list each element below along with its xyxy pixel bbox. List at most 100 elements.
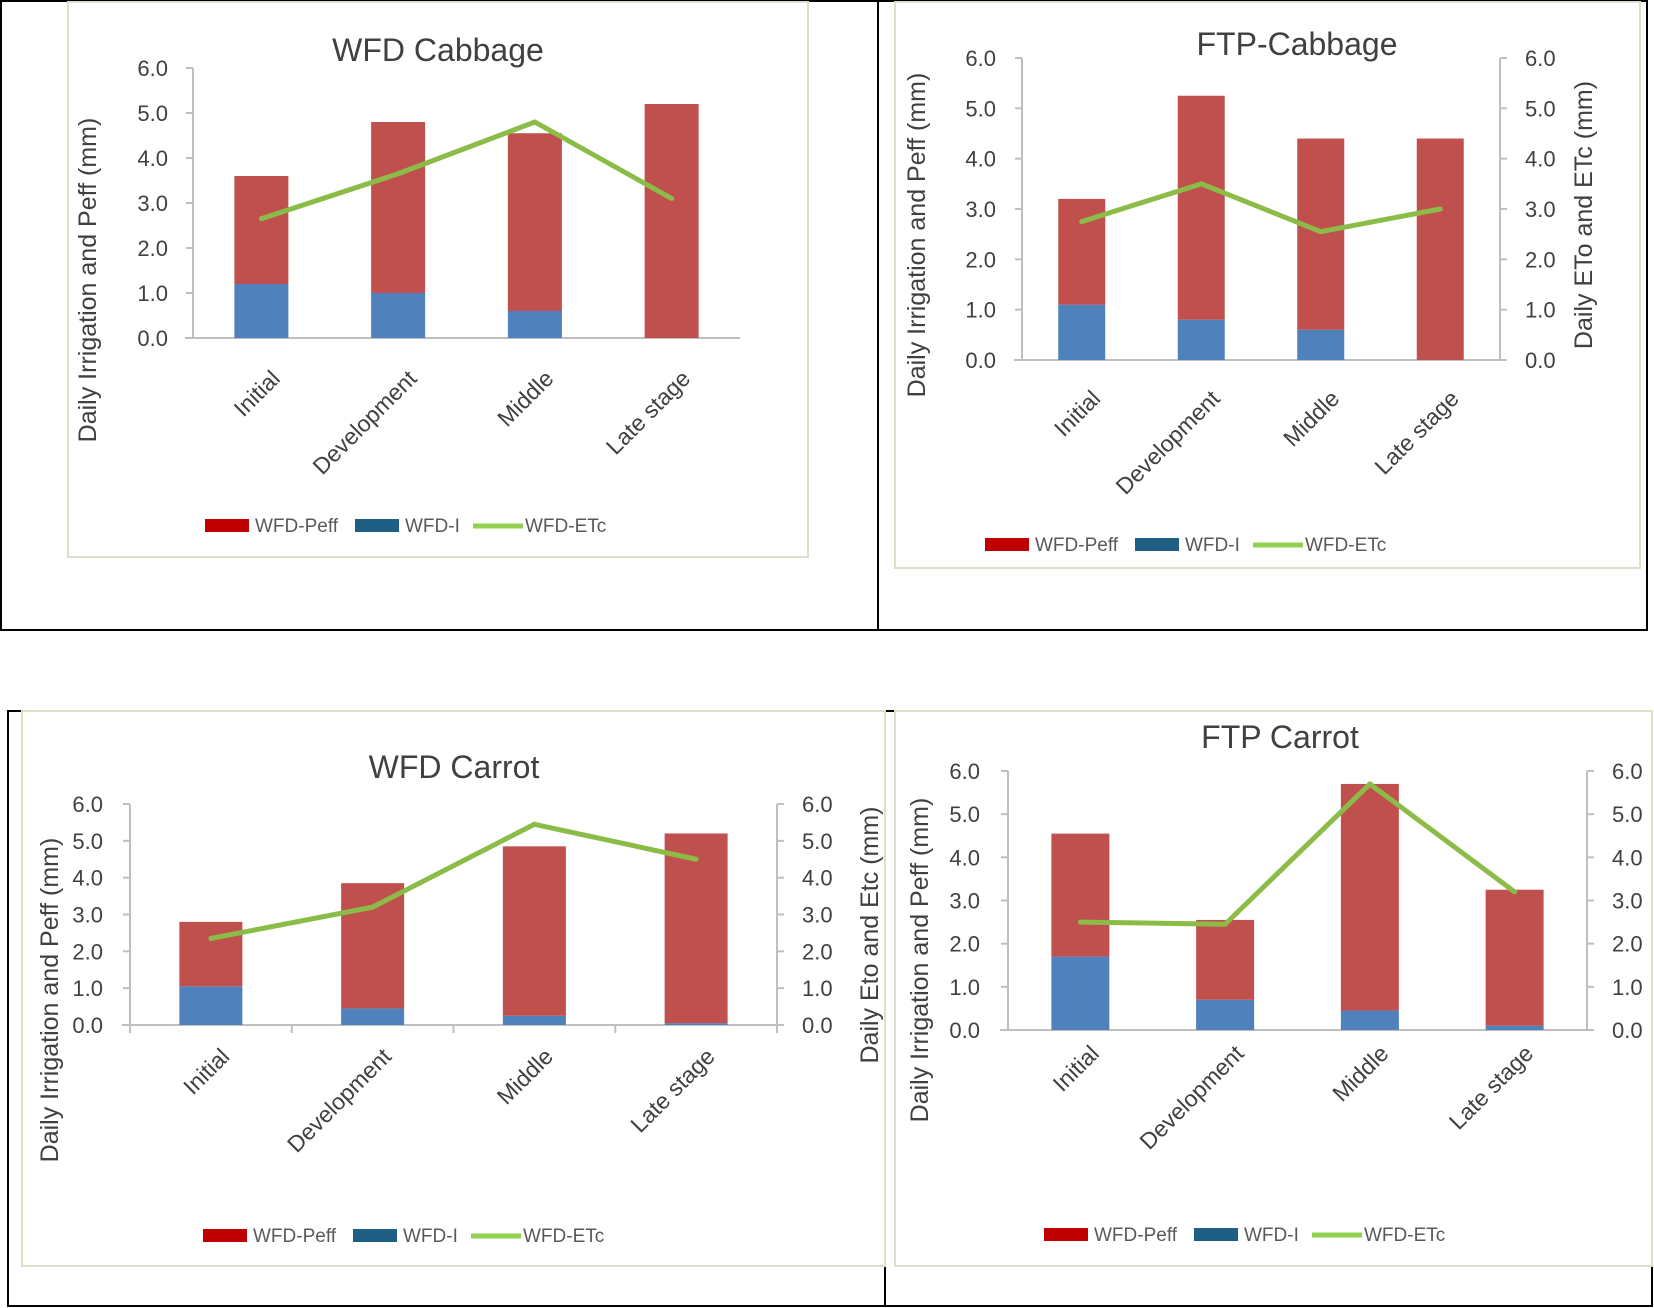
y-tick-label: 2.0: [949, 932, 980, 957]
legend-etc-label: WFD-ETc: [523, 1226, 604, 1247]
line-etc: [210, 821, 697, 941]
y-tick-label: 5.0: [965, 96, 996, 121]
x-category-label: Initial: [229, 365, 285, 421]
panel-border-bottom-left: [7, 710, 886, 1307]
line-etc-point: [693, 856, 699, 862]
chart-frame: [67, 1, 809, 558]
line-etc-point: [532, 119, 538, 125]
y-tick-label: 2.0: [72, 939, 103, 964]
y-tick-label: 3.0: [965, 197, 996, 222]
bar-peff: [664, 833, 728, 1024]
x-category-label: Middle: [492, 1043, 558, 1109]
bar-irrigation: [234, 284, 289, 338]
y2-tick-label: 4.0: [1525, 147, 1556, 172]
y-tick-label: 1.0: [137, 281, 168, 306]
line-etc-point: [1437, 206, 1443, 212]
line-etc: [260, 119, 673, 222]
y2-tick-label: 1.0: [1525, 298, 1556, 323]
line-etc-point: [1198, 181, 1204, 187]
y-tick-label: 6.0: [949, 759, 980, 784]
y-tick-label: 0.0: [72, 1013, 103, 1038]
legend-irrigation-label: WFD-I: [403, 1226, 458, 1247]
bar-peff: [507, 133, 562, 311]
y-tick-label: 6.0: [72, 792, 103, 817]
line-etc-point: [208, 935, 214, 941]
y2-tick-label: 1.0: [1612, 975, 1643, 1000]
line-etc-point: [1318, 229, 1324, 235]
y-axis-title: Daily Irrigation and Peff (mm): [903, 73, 931, 398]
line-etc-point: [1079, 219, 1085, 225]
bar-peff: [1340, 783, 1399, 1011]
y-tick-label: 5.0: [137, 101, 168, 126]
y-tick-label: 4.0: [949, 845, 980, 870]
bar-peff: [179, 921, 243, 987]
legend-peff-label: WFD-Peff: [255, 516, 339, 537]
bar-irrigation: [502, 1015, 566, 1025]
x-category-label: Initial: [1049, 385, 1105, 441]
y-tick-label: 3.0: [949, 889, 980, 914]
y2-axis-title: Daily ETo and ETc (mm): [1570, 81, 1598, 349]
bar-irrigation: [507, 311, 562, 338]
line-etc-point: [258, 216, 264, 222]
y-tick-label: 3.0: [137, 191, 168, 216]
chart-frame: [894, 1, 1641, 569]
y-tick-label: 4.0: [137, 146, 168, 171]
line-etc: [1080, 781, 1517, 927]
y-tick-label: 1.0: [72, 976, 103, 1001]
legend-irrigation-label: WFD-I: [405, 516, 460, 537]
y2-tick-label: 6.0: [802, 792, 833, 817]
bar-irrigation: [341, 1008, 405, 1025]
y2-axis-title: Daily Eto and Etc (mm): [856, 806, 884, 1063]
y2-tick-label: 6.0: [1525, 46, 1556, 71]
legend-irrigation-swatch: [1194, 1228, 1238, 1241]
y2-tick-label: 4.0: [802, 866, 833, 891]
x-category-label: Middle: [1278, 385, 1344, 451]
x-category-label: Development: [307, 365, 422, 480]
y-tick-label: 0.0: [965, 348, 996, 373]
bar-peff: [502, 846, 566, 1016]
line-etc-point: [531, 821, 537, 827]
chart-wfd-carrot: WFD Carrot 0.0 1.0 2.0 3.0 4.0 5.0 6.0 0.0 1.0 2.0…: [21, 710, 886, 1267]
legend-peff-label: WFD-Peff: [1035, 535, 1119, 556]
y2-tick-label: 3.0: [1612, 889, 1643, 914]
y2-tick-label: 2.0: [1612, 932, 1643, 957]
legend-irrigation-label: WFD-I: [1185, 535, 1240, 556]
x-category-label: Late stage: [1444, 1040, 1538, 1134]
line-etc-point: [395, 171, 401, 177]
legend-peff-swatch: [205, 519, 249, 532]
bar-irrigation: [1058, 304, 1106, 360]
chart-frame: [21, 710, 886, 1267]
line-etc-point: [370, 904, 376, 910]
x-category-label: Middle: [492, 365, 558, 431]
y-tick-label: 6.0: [965, 46, 996, 71]
y-tick-label: 6.0: [137, 56, 168, 81]
y-tick-label: 4.0: [965, 147, 996, 172]
chart-ftp-carrot: FTP Carrot 0.0 1.0 2.0 3.0 4.0 5.0 6.0 0.0 1.0 2.0…: [894, 710, 1653, 1267]
legend-irrigation-label: WFD-I: [1244, 1225, 1299, 1246]
x-category-label: Late stage: [1369, 385, 1463, 479]
legend-irrigation-swatch: [353, 1229, 397, 1242]
x-category-label: Late stage: [625, 1043, 719, 1137]
line-etc: [1080, 181, 1441, 235]
y-tick-label: 5.0: [72, 829, 103, 854]
y-axis-title: Daily Irrigation and Peff (mm): [36, 838, 64, 1163]
bar-irrigation: [1196, 999, 1255, 1030]
y2-tick-label: 2.0: [802, 939, 833, 964]
bar-peff: [1297, 138, 1345, 330]
line-etc-point: [1222, 921, 1228, 927]
y2-tick-label: 0.0: [802, 1013, 833, 1038]
y2-tick-label: 0.0: [1612, 1018, 1643, 1043]
y-tick-label: 2.0: [137, 236, 168, 261]
bar-peff: [1177, 95, 1225, 320]
y-tick-label: 1.0: [949, 975, 980, 1000]
line-etc-point: [1512, 889, 1518, 895]
y-tick-label: 4.0: [72, 866, 103, 891]
y2-tick-label: 4.0: [1612, 845, 1643, 870]
x-category-label: Development: [1134, 1040, 1249, 1155]
legend-irrigation-swatch: [355, 519, 399, 532]
bar-irrigation: [1485, 1025, 1544, 1030]
bar-peff: [1416, 138, 1464, 360]
y-axis-title: Daily Irrigation and Peff (mm): [906, 798, 934, 1123]
y-tick-label: 0.0: [949, 1018, 980, 1043]
y-tick-label: 0.0: [137, 326, 168, 351]
